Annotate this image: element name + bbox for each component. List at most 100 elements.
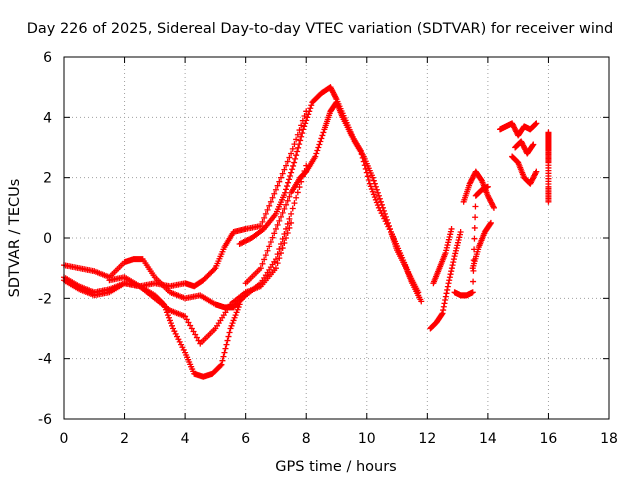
data-point (446, 233, 453, 240)
data-point (288, 169, 295, 176)
data-point (272, 225, 279, 232)
data-point (512, 127, 519, 134)
data-point (372, 196, 379, 203)
series-track-9 (469, 219, 494, 272)
y-axis-label: SDTVAR / TECUs (7, 179, 23, 298)
x-tick-label: 6 (241, 431, 250, 447)
data-point (307, 105, 314, 112)
data-point (296, 184, 303, 191)
data-point (208, 269, 215, 276)
data-point (277, 250, 284, 257)
data-point (288, 150, 295, 157)
data-point (320, 129, 327, 136)
data-point (445, 280, 452, 287)
data-point (451, 253, 458, 260)
data-point (264, 247, 271, 254)
data-point (375, 192, 382, 199)
data-point (301, 169, 308, 176)
data-point (469, 175, 476, 182)
data-point (276, 217, 283, 224)
data-point (220, 353, 227, 360)
data-point (305, 111, 312, 118)
data-point (484, 192, 491, 199)
data-point (369, 188, 376, 195)
data-point (293, 136, 300, 143)
data-point (276, 255, 283, 262)
data-point (282, 189, 289, 196)
data-point (281, 205, 288, 212)
data-point (291, 200, 298, 207)
series-track-8 (430, 225, 455, 287)
data-point (192, 331, 199, 338)
data-points (61, 84, 552, 380)
data-point (204, 273, 211, 280)
data-point (166, 317, 173, 324)
y-tick-label: -4 (38, 352, 52, 368)
data-point (279, 245, 286, 252)
data-point (246, 236, 253, 243)
data-point (180, 346, 187, 353)
data-point (283, 162, 290, 169)
data-point (319, 132, 326, 139)
data-point (259, 218, 266, 225)
data-point (531, 121, 538, 128)
data-point (442, 250, 449, 257)
data-point (377, 198, 384, 205)
data-point (267, 198, 274, 205)
data-point (298, 122, 305, 129)
data-point (446, 274, 453, 281)
data-point (380, 207, 387, 214)
data-point (302, 120, 309, 127)
data-point (283, 201, 290, 208)
data-point (440, 303, 447, 310)
data-point (527, 180, 534, 187)
data-point (532, 121, 539, 128)
data-point (243, 237, 250, 244)
data-point (513, 158, 520, 165)
series-track-13 (497, 120, 540, 139)
data-point (207, 270, 214, 277)
data-point (331, 92, 338, 99)
data-point (269, 194, 276, 201)
data-point (456, 231, 463, 238)
data-point (286, 215, 293, 222)
data-point (300, 126, 307, 133)
data-point (200, 277, 207, 284)
data-point (217, 362, 224, 369)
data-point (230, 317, 237, 324)
data-point (316, 141, 323, 148)
data-point (490, 204, 497, 211)
data-point (262, 210, 269, 217)
data-point (277, 213, 284, 220)
data-point (276, 246, 283, 253)
data-point (370, 191, 377, 198)
data-point (303, 117, 310, 124)
series-track-7 (427, 228, 464, 332)
data-point (283, 186, 290, 193)
data-point (298, 133, 305, 140)
y-tick-labels: -6 -4 -2 0 2 4 6 (38, 50, 52, 428)
data-point (293, 152, 300, 159)
data-point (468, 178, 475, 185)
data-point (472, 203, 479, 210)
data-point (485, 194, 492, 201)
data-point (226, 329, 233, 336)
data-point (471, 224, 478, 231)
data-point (174, 333, 181, 340)
data-point (272, 186, 279, 193)
data-point (261, 256, 268, 263)
data-point (232, 312, 239, 319)
data-point (487, 198, 494, 205)
data-point (286, 176, 293, 183)
data-point (531, 172, 538, 179)
data-point (284, 158, 291, 165)
data-point (283, 225, 290, 232)
data-point (240, 239, 247, 246)
data-point (288, 210, 295, 217)
y-tick-label: -2 (38, 291, 52, 307)
series-track-6 (236, 84, 422, 296)
data-point (289, 205, 296, 212)
data-point (520, 143, 527, 150)
data-point (368, 186, 375, 193)
